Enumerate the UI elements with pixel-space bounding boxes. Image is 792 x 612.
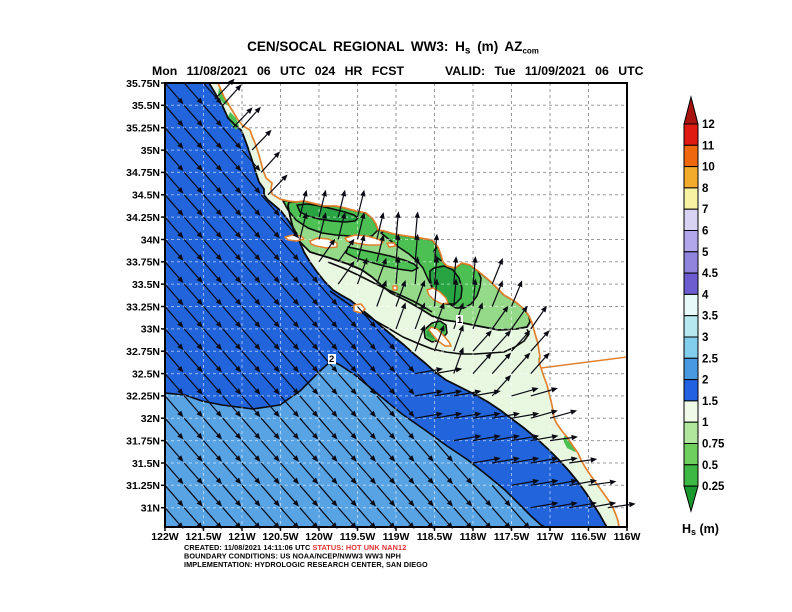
svg-text:117.5W: 117.5W — [494, 531, 530, 543]
svg-text:32.5N: 32.5N — [132, 368, 160, 380]
svg-text:122W: 122W — [151, 531, 179, 543]
svg-text:35N: 35N — [141, 145, 160, 157]
svg-text:34.5N: 34.5N — [132, 190, 160, 202]
svg-text:120W: 120W — [305, 531, 333, 543]
svg-text:7: 7 — [702, 204, 708, 216]
svg-text:0.25: 0.25 — [702, 481, 725, 493]
svg-text:0.5: 0.5 — [702, 460, 719, 472]
svg-text:33.75N: 33.75N — [126, 257, 160, 269]
svg-text:31.25N: 31.25N — [126, 480, 160, 492]
svg-text:32N: 32N — [141, 413, 160, 425]
svg-text:5: 5 — [702, 247, 709, 259]
svg-text:2.5: 2.5 — [702, 353, 719, 365]
svg-text:BOUNDARY CONDITIONS: US NOAA/N: BOUNDARY CONDITIONS: US NOAA/NCEP/NWW3 W… — [184, 552, 401, 561]
svg-text:35.5N: 35.5N — [132, 100, 160, 112]
svg-text:120.5W: 120.5W — [262, 531, 298, 543]
svg-text:31N: 31N — [141, 503, 160, 515]
svg-text:31.5N: 31.5N — [132, 458, 160, 470]
svg-text:1: 1 — [702, 417, 709, 429]
svg-text:VALID: Tue 11/09/2021 06 UTC: VALID: Tue 11/09/2021 06 UTC — [445, 64, 644, 78]
svg-text:35.75N: 35.75N — [126, 78, 160, 90]
svg-text:Mon 11/08/2021 06 UTC 024 HR F: Mon 11/08/2021 06 UTC 024 HR FCST — [152, 64, 404, 78]
svg-text:119.5W: 119.5W — [340, 531, 376, 543]
svg-text:34.25N: 34.25N — [126, 212, 160, 224]
svg-text:4.5: 4.5 — [702, 268, 719, 280]
svg-text:33N: 33N — [141, 324, 160, 336]
svg-text:32.25N: 32.25N — [126, 391, 160, 403]
svg-text:10: 10 — [702, 162, 715, 174]
svg-text:119W: 119W — [383, 531, 410, 543]
svg-text:IMPLEMENTATION: HYDROLOGIC RES: IMPLEMENTATION: HYDROLOGIC RESEARCH CENT… — [184, 560, 428, 569]
svg-text:8: 8 — [702, 183, 709, 195]
svg-text:32.75N: 32.75N — [126, 346, 160, 358]
svg-text:118.5W: 118.5W — [417, 531, 453, 543]
svg-text:1: 1 — [457, 315, 463, 326]
svg-text:34.75N: 34.75N — [126, 167, 160, 179]
svg-text:117W: 117W — [537, 531, 564, 543]
svg-text:1.5: 1.5 — [702, 396, 719, 408]
svg-text:11: 11 — [702, 140, 715, 152]
svg-text:0.75: 0.75 — [702, 439, 725, 451]
svg-text:2: 2 — [329, 354, 334, 365]
svg-text:2: 2 — [702, 375, 708, 387]
svg-text:121W: 121W — [228, 531, 256, 543]
svg-text:35.25N: 35.25N — [126, 123, 160, 135]
svg-text:34N: 34N — [141, 234, 160, 246]
svg-text:12: 12 — [702, 119, 715, 131]
svg-text:3.5: 3.5 — [702, 311, 719, 323]
svg-text:118W: 118W — [460, 531, 487, 543]
svg-text:4: 4 — [702, 289, 709, 301]
svg-text:31.75N: 31.75N — [126, 435, 160, 447]
svg-text:33.25N: 33.25N — [126, 301, 160, 313]
svg-text:116.5W: 116.5W — [571, 531, 607, 543]
svg-text:121.5W: 121.5W — [185, 531, 221, 543]
svg-text:Hs (m): Hs (m) — [682, 522, 719, 537]
svg-text:CEN/SOCAL REGIONAL WW3: Hs (m): CEN/SOCAL REGIONAL WW3: Hs (m) AZcom — [247, 39, 539, 57]
svg-text:33.5N: 33.5N — [132, 279, 160, 291]
svg-text:3: 3 — [702, 332, 708, 344]
svg-text:CREATED: 11/08/2021 14:11:06 U: CREATED: 11/08/2021 14:11:06 UTC STATUS:… — [184, 543, 406, 552]
svg-text:116W: 116W — [614, 531, 641, 543]
svg-text:6: 6 — [702, 226, 708, 238]
